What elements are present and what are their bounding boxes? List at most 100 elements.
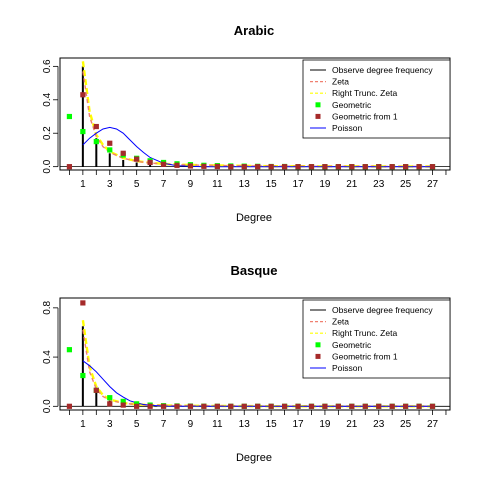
geometric-from-1-point: [376, 164, 382, 170]
x-tick-label: 3: [107, 179, 113, 190]
geometric-from-1-point: [281, 164, 288, 170]
chart-title: Arabic: [234, 23, 274, 38]
legend-label: Zeta: [332, 77, 349, 87]
geometric-from-1-point: [214, 163, 220, 170]
poisson-curve: [82, 126, 433, 168]
x-tick-label: 23: [373, 419, 385, 430]
geometric-from-1-point: [134, 156, 140, 162]
x-tick-label: 19: [319, 419, 331, 430]
geometric-from-1-point: [349, 164, 355, 170]
geometric-from-1-point: [120, 402, 126, 408]
geometric-from-1-point: [241, 164, 247, 170]
legend-key-geometric: [315, 342, 321, 348]
legend-key-geometric-from-1: [315, 113, 321, 119]
legend-label: Observe degree frequency: [332, 305, 433, 315]
geometric-point: [93, 138, 99, 145]
geometric-from-1-point: [66, 403, 73, 409]
x-tick-label: 17: [292, 179, 304, 190]
x-tick-label: 11: [212, 419, 223, 430]
geometric-from-1-point: [255, 164, 261, 170]
geometric-point: [66, 113, 73, 120]
geometric-from-1-point: [362, 164, 368, 170]
x-tick-label: 9: [188, 419, 194, 430]
geometric-from-1-point: [295, 164, 301, 170]
chart-title: Basque: [231, 263, 278, 278]
geometric-from-1-point: [268, 164, 274, 170]
geometric-from-1-point: [281, 403, 288, 409]
geometric-from-1-point: [160, 403, 167, 409]
geometric-from-1-point: [295, 403, 301, 409]
geometric-point: [107, 395, 113, 401]
x-tick-label: 13: [239, 419, 251, 430]
x-axis: 1 3 5 7 9 11 13 15 17 19 21 23 25 27: [69, 169, 447, 190]
legend-key-geometric: [315, 102, 321, 108]
geometric-from-1-point: [241, 403, 247, 409]
legend-label: Geometric: [332, 340, 372, 350]
x-axis: 1 3 5 7 9 11 13 15 17 19 21 23 25 27: [69, 409, 447, 430]
geometric-from-1-point: [187, 403, 194, 409]
x-tick-label: 7: [161, 419, 167, 430]
geometric-from-1-point: [322, 164, 328, 170]
geometric-from-1-point: [403, 164, 409, 170]
geometric-from-1-point: [174, 162, 180, 168]
chart-panel-basque: Basque 0.00.40.8 1 3 5 7 9 11 13 15 17 19 21 23 25 27…: [42, 263, 451, 464]
geometric-from-1-point: [201, 163, 207, 169]
chart-panel-arabic: Arabic 0.00.20.40.6 1 3 5 7 9 11 13 15 17 19 21 23 2…: [42, 23, 451, 224]
x-tick-label: 15: [266, 179, 278, 190]
plot-area: 0.00.20.40.6 1 3 5 7 9 11 13 15 17 19 21 23 25 27: [42, 57, 451, 190]
legend-label: Right Trunc. Zeta: [332, 328, 397, 338]
geometric-from-1-point: [228, 164, 234, 170]
x-tick-label: 17: [292, 419, 304, 430]
geometric-from-1-point: [308, 403, 315, 409]
geometric-from-1-point: [93, 387, 99, 393]
geometric-point: [107, 147, 113, 153]
geometric-from-1-point: [335, 403, 341, 409]
x-tick-label: 25: [400, 419, 412, 430]
geometric-from-1-point: [389, 164, 395, 170]
geometric-point: [120, 398, 126, 404]
geometric-from-1-point: [308, 164, 315, 170]
geometric-from-1-point: [66, 164, 73, 170]
legend-label: Observe degree frequency: [332, 65, 433, 75]
legend-box: [302, 59, 451, 139]
x-tick-label: 23: [373, 179, 385, 190]
geometric-from-1-point: [80, 92, 86, 98]
geometric-from-1-point: [335, 164, 341, 170]
x-tick-label: 27: [427, 419, 439, 430]
poisson-curve: [82, 360, 433, 407]
geometric-from-1-point: [376, 403, 382, 409]
x-tick-label: 15: [266, 419, 278, 430]
legend-label: Poisson: [332, 123, 363, 133]
geometric-from-1-point: [349, 403, 355, 409]
data-marks: [60, 300, 450, 409]
y-tick-label: 0.4: [42, 92, 53, 106]
geometric-from-1-point: [403, 403, 409, 409]
geometric-from-1-point: [174, 403, 180, 409]
geometric-from-1-point: [201, 403, 207, 409]
geometric-from-1-point: [80, 300, 86, 306]
x-tick-label: 27: [427, 179, 439, 190]
y-tick-label: 0.0: [42, 399, 53, 413]
y-tick-label: 0.6: [42, 59, 53, 73]
x-tick-label: 7: [161, 179, 167, 190]
data-marks: [60, 61, 450, 170]
x-axis-label: Degree: [236, 212, 272, 224]
geometric-from-1-point: [120, 150, 126, 156]
x-tick-label: 25: [400, 179, 412, 190]
y-tick-label: 0.2: [42, 126, 53, 140]
geometric-from-1-point: [187, 163, 194, 169]
geometric-from-1-point: [416, 403, 422, 409]
x-tick-label: 19: [319, 179, 331, 190]
legend-label: Geometric: [332, 100, 372, 110]
geometric-from-1-point: [134, 403, 140, 409]
geometric-from-1-point: [93, 123, 99, 130]
geometric-from-1-point: [255, 403, 261, 409]
legend-box: [302, 299, 451, 379]
y-tick-label: 0.4: [42, 350, 53, 364]
geometric-from-1-point: [147, 159, 153, 166]
x-tick-label: 1: [80, 179, 86, 190]
x-tick-label: 13: [239, 179, 251, 190]
y-axis: 0.0 0.2 0.4 0.6: [42, 59, 59, 174]
